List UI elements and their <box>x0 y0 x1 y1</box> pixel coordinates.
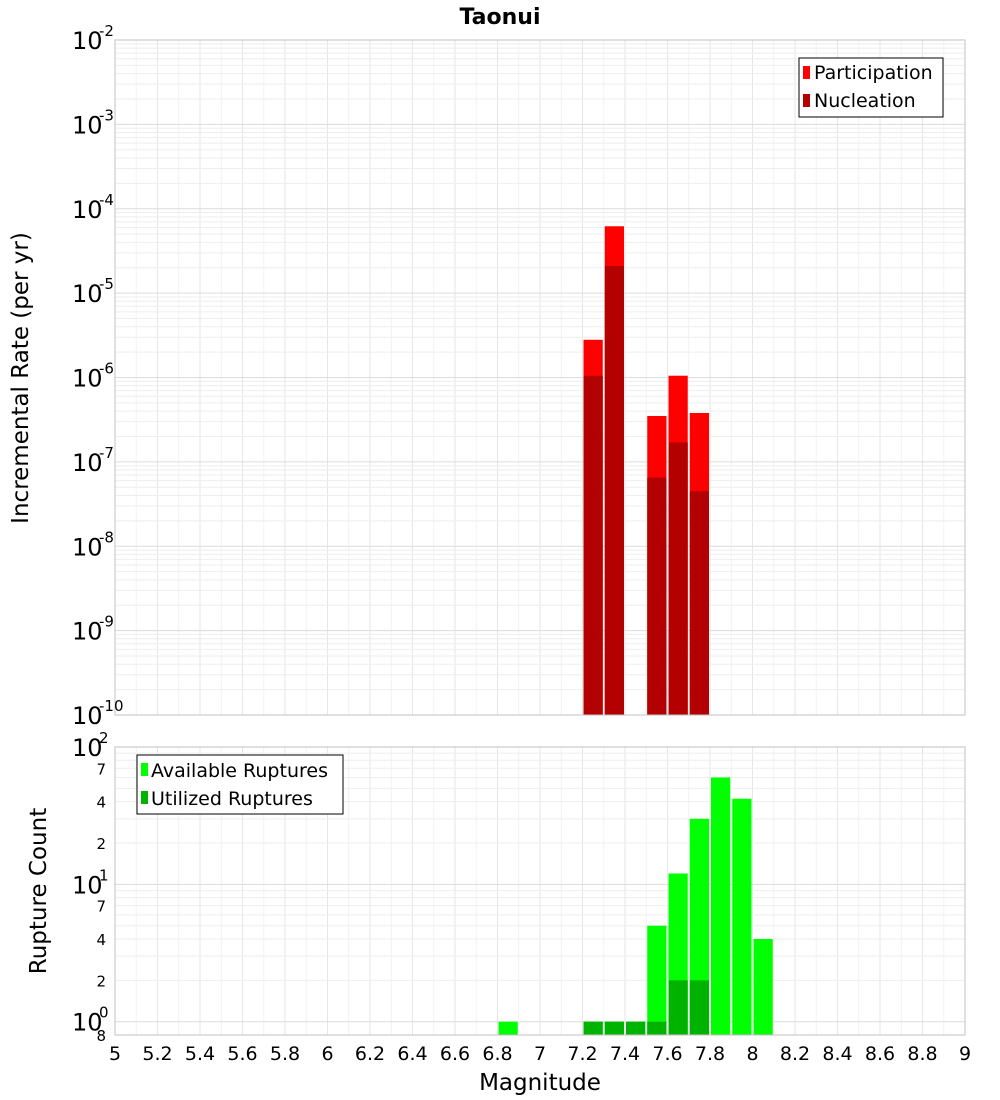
top-y-tick-label: 10 <box>72 702 103 730</box>
bottom-y-tick-label: 10 <box>72 871 103 899</box>
bottom-y-minor-tick-label: 2 <box>96 835 106 853</box>
x-tick-label: 8.2 <box>780 1043 810 1065</box>
x-tick-label: 8 <box>746 1043 758 1065</box>
x-tick-label: 7.2 <box>567 1043 597 1065</box>
chart-title: Taonui <box>460 5 541 30</box>
bottom-legend: Available Ruptures Utilized Ruptures <box>136 754 344 815</box>
bottom-bars <box>498 777 773 1035</box>
x-tick-label: 7.8 <box>695 1043 725 1065</box>
top-y-tick-exponent: -7 <box>99 444 114 462</box>
top-bar-series-1 <box>668 442 688 715</box>
top-plot-frame <box>114 39 966 716</box>
x-tick-label: 8.8 <box>907 1043 937 1065</box>
utilized-legend-swatch <box>141 791 148 804</box>
top-bar-series-1 <box>689 491 709 715</box>
x-tick-label: 6.8 <box>482 1043 512 1065</box>
nucleation-legend-label: Nucleation <box>814 90 916 112</box>
bottom-bar-series-1 <box>668 980 688 1035</box>
x-tick-label: 5.4 <box>185 1043 215 1065</box>
top-bar-series-1 <box>604 265 624 715</box>
top-y-tick-exponent: -10 <box>99 697 124 715</box>
top-bar-series-1 <box>583 375 603 715</box>
bottom-bar-series-0 <box>732 798 752 1035</box>
bottom-y-tick-label: 10 <box>72 1009 103 1037</box>
top-y-tick-label: 10 <box>72 533 103 561</box>
top-bar-series-1 <box>647 477 667 715</box>
bottom-y-tick-exponent: 1 <box>99 866 109 884</box>
x-tick-label: 5 <box>109 1043 121 1065</box>
nucleation-legend-swatch <box>803 94 810 107</box>
bottom-plot-frame <box>114 746 966 1036</box>
participation-legend-swatch <box>803 66 810 79</box>
top-legend-box <box>798 57 944 118</box>
bottom-bar-series-1 <box>689 980 709 1035</box>
bottom-bar-series-1 <box>583 1021 603 1035</box>
top-y-tick-label: 10 <box>72 111 103 139</box>
top-y-tick-exponent: -5 <box>99 275 114 293</box>
x-tick-label: 8.4 <box>822 1043 852 1065</box>
top-y-tick-label: 10 <box>72 449 103 477</box>
top-bars <box>583 226 709 715</box>
bottom-y-tick-exponent: 0 <box>99 1004 109 1022</box>
x-tick-label: 7.6 <box>652 1043 682 1065</box>
available-legend-swatch <box>141 763 148 776</box>
x-tick-label: 8.6 <box>865 1043 895 1065</box>
bottom-y-axis-label: Rupture Count <box>26 808 52 974</box>
bottom-y-tick-exponent: 2 <box>99 729 109 747</box>
bottom-bar-series-0 <box>711 777 731 1035</box>
top-gridlines <box>115 40 965 716</box>
bottom-bar-series-1 <box>647 1021 667 1035</box>
top-y-tick-label: 10 <box>72 280 103 308</box>
top-legend: Participation Nucleation <box>798 57 944 118</box>
bottom-bar-series-0 <box>647 925 667 1035</box>
bottom-y-minor-tick-label: 2 <box>96 972 106 990</box>
x-axis-label: Magnitude <box>479 1070 601 1096</box>
top-y-tick-label: 10 <box>72 27 103 55</box>
bottom-y-minor-tick-label: 4 <box>96 931 106 949</box>
utilized-legend-label: Utilized Ruptures <box>151 788 313 810</box>
x-tick-label: 5.2 <box>142 1043 172 1065</box>
top-y-tick-exponent: -3 <box>99 106 114 124</box>
bottom-y-minor-tick-label: 7 <box>96 898 106 916</box>
top-y-tick-label: 10 <box>72 196 103 224</box>
top-y-tick-exponent: -8 <box>99 528 114 546</box>
x-tick-label: 5.8 <box>270 1043 300 1065</box>
top-y-tick-exponent: -9 <box>99 613 114 631</box>
x-tick-labels: 5 5.2 5.4 5.6 5.8 6 6.2 6.4 6.6 6.8 7 7.2 7.4 7.6 7.8 8… <box>109 1043 971 1065</box>
top-y-tick-exponent: -4 <box>99 191 114 209</box>
top-y-tick-label: 10 <box>72 365 103 393</box>
bottom-y-minor-tick-label: 7 <box>96 760 106 778</box>
bottom-y-minor-tick-label: 8 <box>96 1027 106 1045</box>
x-tick-label: 6.2 <box>355 1043 385 1065</box>
x-tick-label: 6.6 <box>440 1043 470 1065</box>
top-y-tick-label: 10 <box>72 618 103 646</box>
top-y-tick-exponent: -2 <box>99 22 114 40</box>
x-tick-label: 7.4 <box>610 1043 640 1065</box>
x-tick-label: 7 <box>534 1043 546 1065</box>
bottom-y-tick-label: 10 <box>72 734 103 762</box>
bottom-y-minor-tick-label: 4 <box>96 794 106 812</box>
bottom-bar-series-1 <box>604 1021 624 1035</box>
bottom-bar-series-0 <box>498 1021 518 1035</box>
top-y-tick-exponent: -6 <box>99 360 114 378</box>
top-y-axis-label: Incremental Rate (per yr) <box>8 232 34 524</box>
x-tick-label: 6.4 <box>397 1043 427 1065</box>
available-legend-label: Available Ruptures <box>151 760 328 782</box>
bottom-legend-box <box>136 754 344 815</box>
x-tick-label: 6 <box>321 1043 333 1065</box>
bottom-bar-series-0 <box>753 939 773 1035</box>
participation-legend-label: Participation <box>814 62 933 84</box>
x-tick-label: 9 <box>959 1043 971 1065</box>
bottom-bar-series-1 <box>626 1021 646 1035</box>
x-tick-label: 5.6 <box>227 1043 257 1065</box>
